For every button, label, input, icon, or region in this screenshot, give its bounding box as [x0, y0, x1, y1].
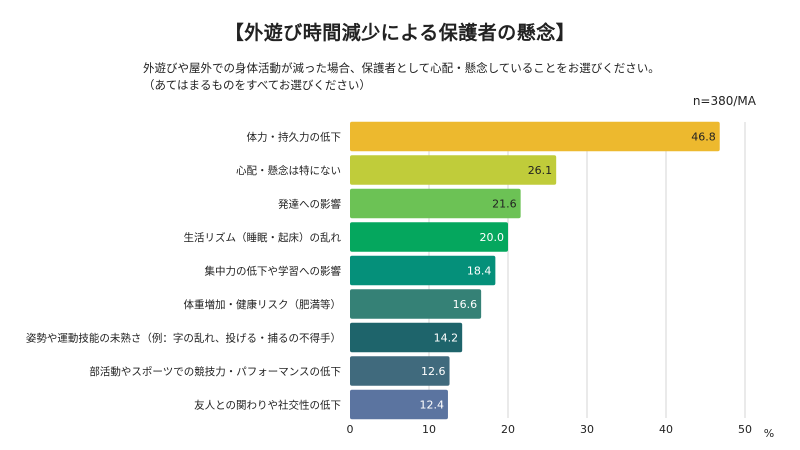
x-tick-label: 30	[580, 423, 594, 436]
category-label: 生活リズム（睡眠・起床）の乱れ	[184, 231, 342, 244]
question-text: 外遊びや屋外での身体活動が減った場合、保護者として心配・懸念していることをお選び…	[143, 61, 660, 75]
category-label: 発達への影響	[278, 198, 341, 211]
data-label: 16.6	[453, 298, 478, 311]
bar	[350, 188, 521, 219]
bar	[350, 255, 496, 286]
bar	[350, 155, 557, 185]
bar	[350, 121, 720, 152]
data-label: 46.8	[691, 131, 716, 144]
data-label: 21.6	[492, 198, 517, 211]
data-label: 20.0	[480, 231, 505, 244]
x-tick-label: 0	[347, 423, 354, 436]
data-label: 18.4	[467, 265, 492, 278]
data-label: 14.2	[434, 332, 459, 345]
bar	[350, 289, 482, 319]
x-axis-unit: %	[764, 427, 774, 440]
data-label: 26.1	[528, 164, 553, 177]
category-label: 体重増加・健康リスク（肥満等）	[184, 298, 342, 311]
bar	[350, 389, 448, 420]
bar	[350, 322, 463, 353]
x-tick-label: 40	[659, 423, 673, 436]
sample-size: n=380/MA	[692, 94, 756, 108]
question-note: （あてはまるものをすべてお選びください）	[143, 78, 371, 92]
bar	[350, 356, 450, 386]
data-label: 12.4	[419, 399, 444, 412]
category-label: 集中力の低下や学習への影響	[205, 265, 342, 278]
category-label: 体力・持久力の低下	[247, 131, 342, 144]
category-label: 心配・懸念は特にない	[236, 164, 341, 177]
x-tick-label: 50	[738, 423, 752, 436]
data-label: 12.6	[421, 365, 446, 378]
x-tick-label: 20	[501, 423, 515, 436]
bar	[350, 222, 508, 252]
x-tick-label: 10	[422, 423, 436, 436]
category-label: 姿勢や運動技能の未熟さ（例：字の乱れ、投げる・捕るの不得手）	[26, 332, 341, 345]
category-label: 友人との関わりや社交性の低下	[194, 399, 341, 412]
category-label: 部活動やスポーツでの競技力・パフォーマンスの低下	[89, 365, 341, 378]
chart-title: 【外遊び時間減少による保護者の懸念】	[224, 22, 576, 44]
